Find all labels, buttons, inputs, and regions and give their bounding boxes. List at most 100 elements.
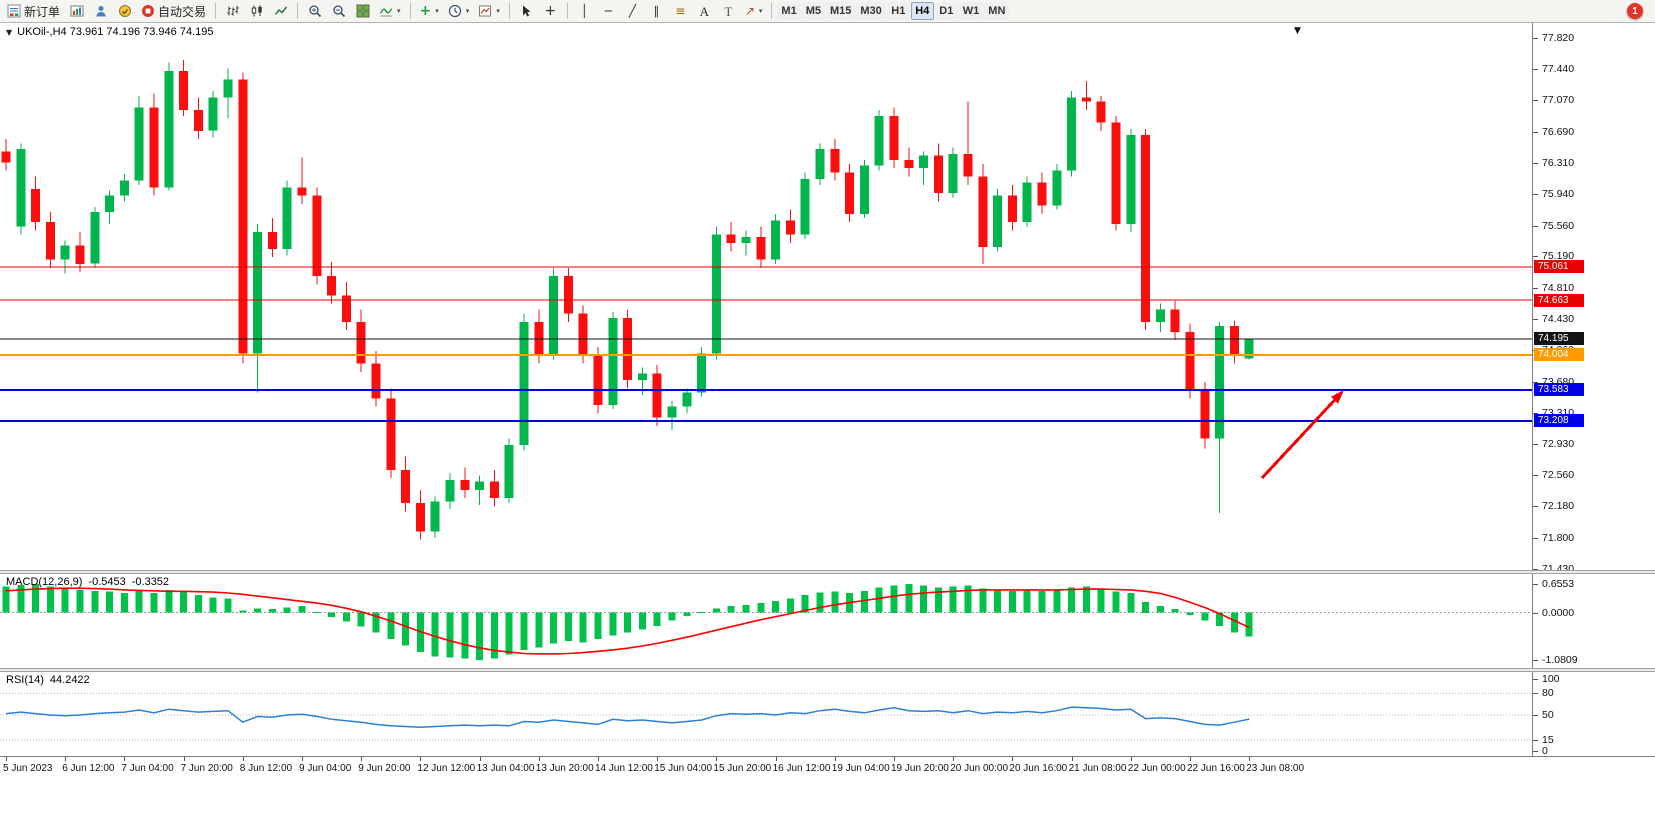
profiles-button[interactable] <box>89 1 112 21</box>
vertical-line-button[interactable]: │ <box>573 1 596 21</box>
macd-histogram-bar <box>1097 588 1105 613</box>
text-label-button[interactable]: T <box>717 1 740 21</box>
templates-button[interactable]: ▾ <box>474 1 504 21</box>
toolbar-separator <box>508 3 510 19</box>
bar-chart-button[interactable] <box>221 1 244 21</box>
macd-histogram-bar <box>638 612 646 630</box>
macd-histogram-bar <box>934 587 942 613</box>
rsi-panel[interactable]: 100 80 50 15 0 RSI(14) 44.2422 <box>0 672 1655 757</box>
timeframe-m1-button[interactable]: M1 <box>777 2 801 20</box>
macd-histogram-bar <box>106 591 114 613</box>
trendline-button[interactable]: ╱ <box>621 1 644 21</box>
zoom-in-button[interactable] <box>303 1 326 21</box>
toolbar-separator <box>566 3 568 19</box>
rsi-chart[interactable] <box>0 672 1532 756</box>
timeframe-m30-button[interactable]: M30 <box>856 2 886 20</box>
macd-histogram-bar <box>698 611 706 613</box>
support-line-2-badge[interactable]: 73.208 <box>1534 414 1584 427</box>
time-tick-label: 22 Jun 00:00 <box>1127 763 1186 774</box>
macd-tick-mark <box>1533 613 1538 614</box>
candle-body <box>31 189 41 223</box>
candle-body <box>223 79 233 98</box>
timeframe-m15-button[interactable]: M15 <box>825 2 856 20</box>
time-tick-mark <box>1249 757 1250 761</box>
candle-body <box>430 501 440 532</box>
price-tick-mark <box>1533 506 1538 507</box>
rsi-line <box>5 706 1250 728</box>
macd-histogram-bar <box>254 608 262 613</box>
candle-body <box>859 165 869 214</box>
time-tick-mark <box>420 757 421 761</box>
candle-body <box>208 97 218 131</box>
resistance-line-1-badge[interactable]: 75.061 <box>1534 260 1584 273</box>
indicator-list-button[interactable]: ▾ <box>375 1 405 21</box>
time-axis[interactable]: 5 Jun 2023 6 Jun 12:00 7 Jun 04:00 7 Jun 20… <box>0 756 1655 780</box>
crosshair-button[interactable]: + <box>539 1 562 21</box>
macd-chart[interactable] <box>0 574 1532 668</box>
macd-histogram-bar <box>431 612 439 657</box>
macd-value-signal: -0.3352 <box>131 576 170 588</box>
new-chart-button[interactable] <box>65 1 88 21</box>
time-tick-mark <box>1072 757 1073 761</box>
chart-dropdown-icon[interactable]: ▼ <box>1294 26 1301 36</box>
timeframe-h1-button[interactable]: H1 <box>886 2 910 20</box>
current-price-badge[interactable]: 74.195 <box>1534 332 1584 345</box>
cursor-button[interactable] <box>515 1 538 21</box>
candle-body <box>800 179 810 235</box>
main-chart-panel[interactable]: 77.820 77.440 77.070 76.690 76.310 75.940 75.5… <box>0 23 1655 575</box>
time-tick-mark <box>1131 757 1132 761</box>
orange-level-line-badge[interactable]: 74.004 <box>1534 348 1584 361</box>
zoom-out-button[interactable] <box>327 1 350 21</box>
support-line-1-badge[interactable]: 73.583 <box>1534 383 1584 396</box>
candle-body <box>1081 97 1091 102</box>
horizontal-line-button[interactable]: ─ <box>597 1 620 21</box>
timeframe-w1-button[interactable]: W1 <box>958 2 984 20</box>
macd-histogram-bar <box>609 612 617 636</box>
new-order-button[interactable]: 新订单 <box>3 1 64 21</box>
crosshair-icon: + <box>544 3 557 19</box>
autotrading-button[interactable]: 自动交易 <box>137 1 210 21</box>
macd-histogram-bar <box>490 612 498 659</box>
rsi-scale[interactable]: 100 80 50 15 0 <box>1533 672 1655 757</box>
macd-histogram-bar <box>91 590 99 613</box>
periods-button[interactable]: ▾ <box>444 1 474 21</box>
time-tick-label: 6 Jun 12:00 <box>62 763 115 774</box>
macd-scale[interactable]: 0.6553 0.0000 -1.0809 <box>1533 574 1655 668</box>
add-indicator-button[interactable]: + ▾ <box>416 1 443 21</box>
time-tick-mark <box>184 757 185 761</box>
notification-badge[interactable]: 1 <box>1627 3 1643 19</box>
macd-panel[interactable]: 0.6553 0.0000 -1.0809 MACD(12,26,9) -0.545… <box>0 574 1655 668</box>
macd-histogram-bar <box>1245 612 1253 637</box>
candle-body <box>1229 326 1239 356</box>
macd-histogram-bar <box>742 604 750 613</box>
macd-histogram-bar <box>1023 589 1031 613</box>
add-indicator-icon: + <box>419 3 432 19</box>
macd-histogram-bar <box>372 612 380 633</box>
market-watch-button[interactable] <box>113 1 136 21</box>
toolbar-separator <box>215 3 217 19</box>
candlestick-chart[interactable] <box>0 23 1532 570</box>
channel-button[interactable]: ∥ <box>645 1 668 21</box>
panel-splitter[interactable] <box>0 570 1655 574</box>
tile-windows-button[interactable] <box>351 1 374 21</box>
macd-histogram-bar <box>150 593 158 613</box>
macd-histogram-bar <box>1008 590 1016 613</box>
candle-body <box>282 187 292 249</box>
chart-expand-icon[interactable]: ▼ <box>6 27 13 37</box>
candle-body <box>312 195 322 277</box>
price-tick-label: 76.690 <box>1542 125 1575 138</box>
resistance-line-2-badge[interactable]: 74.663 <box>1534 294 1584 307</box>
price-scale[interactable]: 77.820 77.440 77.070 76.690 76.310 75.940 75.5… <box>1533 23 1655 575</box>
timeframe-h4-button[interactable]: H4 <box>910 2 934 20</box>
fibonacci-button[interactable]: ≡ <box>669 1 692 21</box>
candlestick-chart-button[interactable] <box>245 1 268 21</box>
timeframe-mn-button[interactable]: MN <box>984 2 1010 20</box>
line-chart-button[interactable] <box>269 1 292 21</box>
timeframe-d1-button[interactable]: D1 <box>934 2 958 20</box>
panel-splitter[interactable] <box>0 668 1655 672</box>
text-button[interactable]: A <box>693 1 716 21</box>
timeframe-m5-button[interactable]: M5 <box>801 2 825 20</box>
rsi-label: RSI(14) 44.2422 <box>6 674 90 686</box>
macd-histogram-bar <box>342 612 350 622</box>
arrows-button[interactable]: ↗ ▾ <box>741 1 767 21</box>
